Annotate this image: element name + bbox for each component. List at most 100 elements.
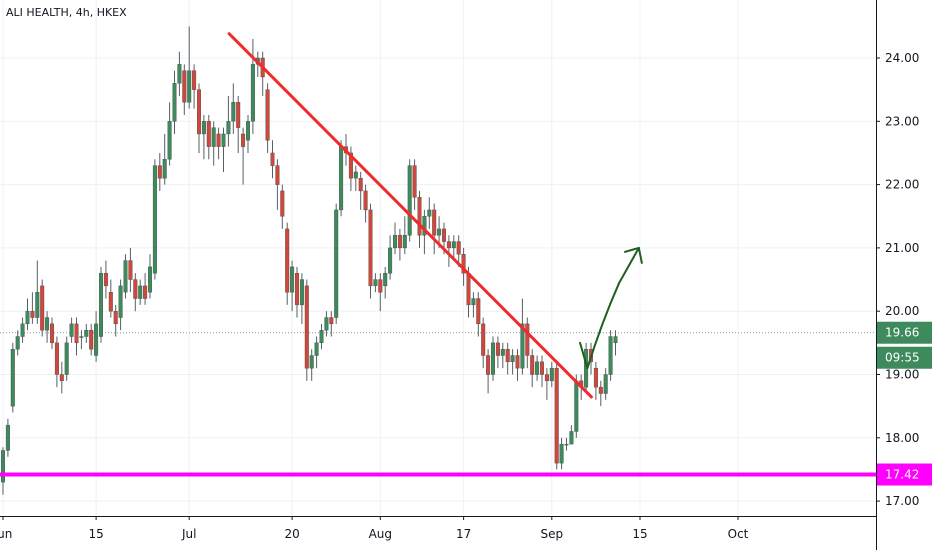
candle-body: [324, 317, 329, 331]
candle: [138, 279, 143, 305]
candle: [275, 159, 280, 210]
candle: [334, 203, 339, 324]
time-tick-label: 17: [456, 527, 471, 541]
candle-body: [59, 374, 64, 382]
candle: [152, 159, 157, 280]
countdown-tag: 09:55: [877, 346, 932, 369]
countdown-tag-label: 09:55: [885, 351, 920, 365]
candle-body: [118, 285, 123, 318]
candle: [299, 273, 304, 324]
candle-body: [143, 285, 148, 299]
candle-body: [608, 336, 613, 375]
candle: [74, 317, 79, 356]
candle-body: [486, 355, 491, 375]
support-price-tag-bg: [877, 463, 932, 486]
candle-body: [192, 70, 197, 90]
grid: [0, 0, 876, 516]
candle: [50, 317, 55, 350]
candle: [505, 342, 510, 375]
candle-body: [348, 152, 353, 179]
candle: [221, 127, 226, 172]
price-tick-label: 22.00: [885, 178, 919, 192]
candle-body: [593, 367, 598, 388]
candle: [471, 292, 476, 318]
candle-body: [157, 165, 162, 179]
candle-body: [495, 342, 500, 356]
candle: [260, 51, 265, 96]
candle: [64, 336, 69, 381]
time-tick-label: Aug: [369, 527, 392, 541]
candle-body: [549, 367, 554, 382]
candle: [192, 64, 197, 109]
candle-body: [598, 386, 603, 394]
candle: [290, 260, 295, 312]
price-tick-label: 24.00: [885, 51, 919, 65]
candle: [378, 273, 383, 312]
candle-body: [432, 209, 437, 236]
candle-body: [35, 292, 40, 318]
candle-body: [442, 228, 447, 242]
candle-body: [147, 266, 152, 293]
candle-body: [162, 159, 167, 179]
candle-body: [397, 235, 402, 249]
candle-body: [417, 197, 422, 236]
candle-body: [299, 279, 304, 306]
candle: [187, 26, 192, 109]
candle: [510, 349, 515, 375]
candle-body: [540, 361, 545, 375]
arrow-head: [623, 246, 643, 264]
candle-body: [25, 311, 30, 325]
candle: [108, 279, 113, 318]
candle-body: [182, 70, 187, 103]
candle-body: [45, 317, 50, 331]
candle: [554, 361, 559, 470]
candle-body: [74, 323, 79, 344]
price-tick-label: 23.00: [885, 114, 919, 128]
candle: [98, 266, 103, 343]
candle: [613, 330, 618, 356]
candle: [167, 102, 172, 166]
candle: [564, 437, 569, 451]
candle-body: [427, 209, 432, 217]
candle: [35, 260, 40, 324]
candle: [226, 95, 231, 147]
candle-body: [206, 121, 211, 147]
candle: [324, 311, 329, 337]
candle: [30, 292, 35, 324]
candle-body: [309, 355, 314, 369]
candle: [544, 368, 549, 400]
candle-body: [603, 374, 608, 394]
candle-body: [378, 279, 383, 293]
support-price-tag: 17.42: [877, 463, 932, 486]
candle-body: [407, 165, 412, 236]
candle-body: [103, 273, 108, 287]
candle-body: [505, 348, 510, 363]
candle-body: [559, 443, 564, 464]
candle: [285, 222, 290, 305]
candle-body: [304, 285, 309, 369]
candle: [20, 317, 25, 343]
candle-body: [373, 279, 378, 287]
candle: [25, 298, 30, 331]
candle-body: [138, 285, 143, 299]
candle: [216, 127, 221, 160]
candle-body: [613, 336, 618, 344]
candle-body: [446, 241, 451, 249]
candle-body: [319, 329, 324, 344]
candle-body: [54, 342, 59, 375]
candle: [559, 437, 564, 470]
trendline: [227, 32, 593, 399]
candle-body: [471, 298, 476, 306]
candle: [491, 336, 496, 381]
candle: [182, 64, 187, 115]
candle: [196, 83, 201, 153]
time-tick-label: 20: [284, 527, 299, 541]
candle: [270, 140, 275, 179]
time-axis: Jun 15 Jul 20 Aug 17 Sep 15 Oct: [0, 516, 876, 541]
candle: [432, 203, 437, 255]
candle-body: [187, 70, 192, 103]
candle-body: [177, 64, 182, 84]
candle: [451, 235, 456, 261]
candle: [417, 190, 422, 248]
